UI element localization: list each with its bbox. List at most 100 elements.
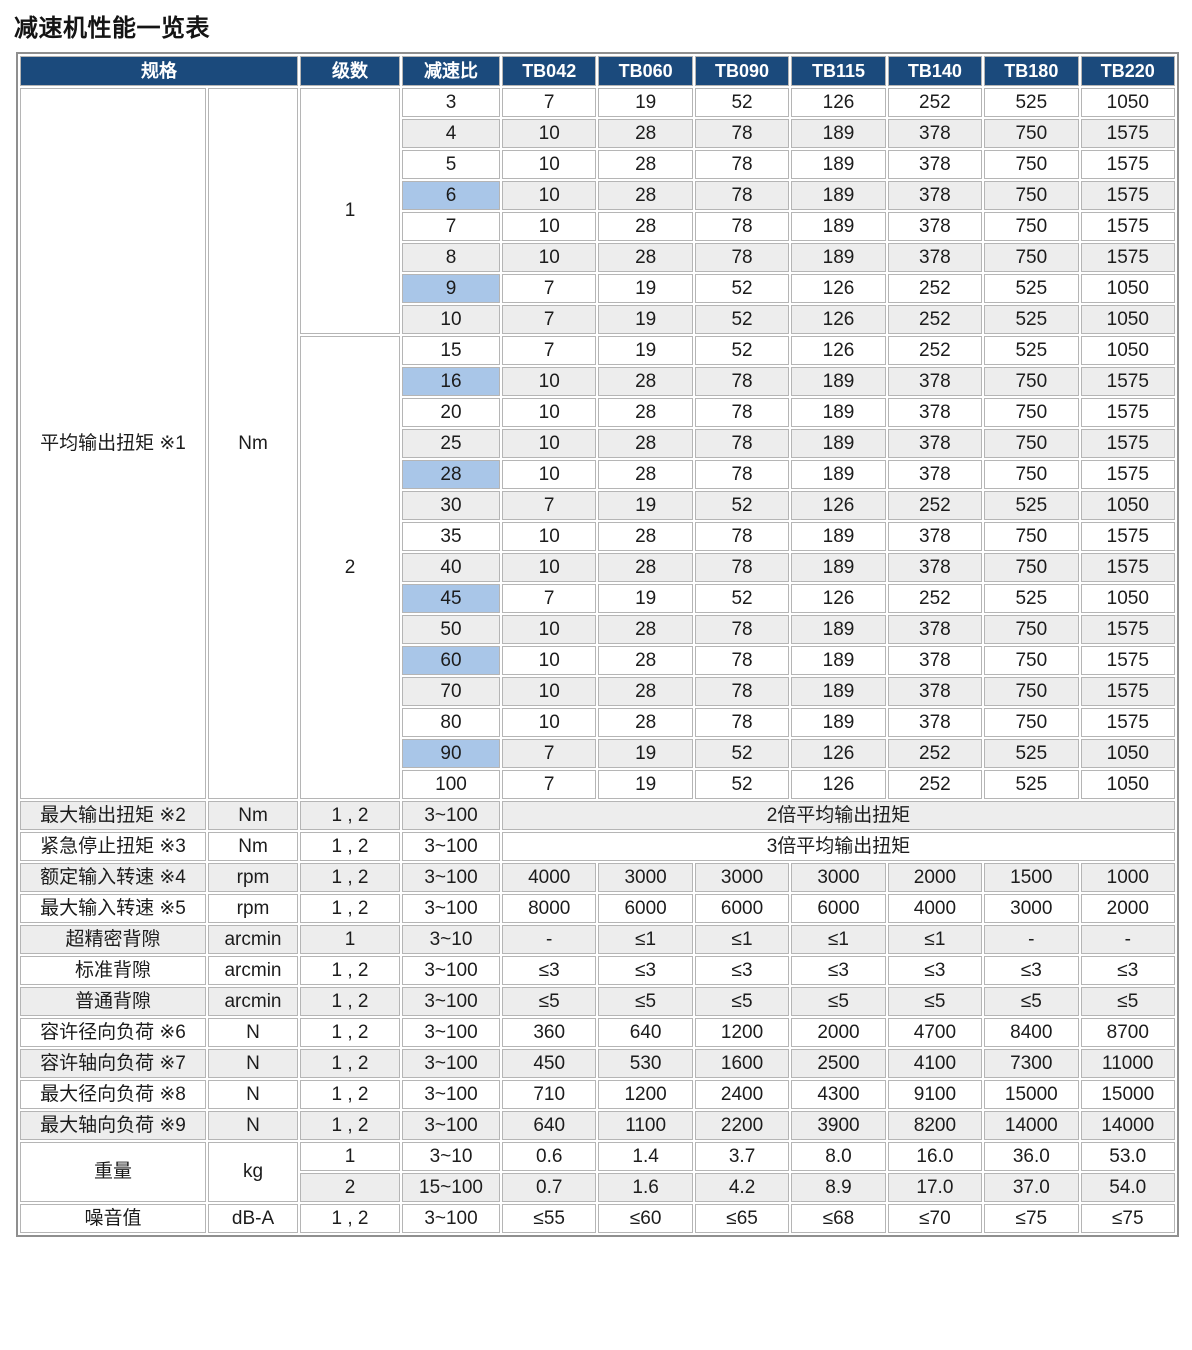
table-row: 6 10 28 78 189 378 750 1575 <box>20 181 1175 210</box>
value-cell: 7 <box>502 584 597 613</box>
row-label: 重量 <box>20 1142 206 1202</box>
value-cell: 252 <box>887 88 983 117</box>
stage-cell: 1 , 2 <box>300 863 400 892</box>
value-cell: 28 <box>598 150 693 179</box>
value-cell: 750 <box>984 367 1079 396</box>
value-cell: 52 <box>694 305 790 334</box>
value-cell: 750 <box>984 243 1079 272</box>
value-cell: 14000 <box>1080 1111 1175 1140</box>
value-cell: 78 <box>694 615 790 644</box>
value-cell: 525 <box>984 88 1079 117</box>
table-row: 60 10 28 78 189 378 750 1575 <box>20 646 1175 675</box>
value-cell: 378 <box>887 646 983 675</box>
row-label: 紧急停止扭矩 ※3 <box>20 832 206 861</box>
table-row: 额定输入转速 ※4 rpm 1 , 2 3~100 4000 3000 3000 3000 20… <box>20 863 1175 892</box>
ratio-cell: 3~100 <box>402 832 500 861</box>
value-cell: 4.2 <box>694 1173 790 1202</box>
table-row: 20 10 28 78 189 378 750 1575 <box>20 398 1175 427</box>
value-cell: ≤75 <box>984 1204 1079 1233</box>
value-cell: ≤3 <box>598 956 693 985</box>
unit-cell: arcmin <box>208 925 298 954</box>
value-cell: 19 <box>598 584 693 613</box>
table-row: 35 10 28 78 189 378 750 1575 <box>20 522 1175 551</box>
ratio-cell: 10 <box>402 305 500 334</box>
stage-cell: 1 <box>300 1142 400 1171</box>
unit-cell: N <box>208 1018 298 1047</box>
value-cell: ≤3 <box>984 956 1079 985</box>
value-cell: 640 <box>502 1111 597 1140</box>
value-cell: - <box>502 925 597 954</box>
value-cell: 360 <box>502 1018 597 1047</box>
value-cell: 36.0 <box>984 1142 1079 1171</box>
ratio-cell: 3~100 <box>402 1018 500 1047</box>
value-cell: 10 <box>502 646 597 675</box>
ratio-cell: 6 <box>402 181 500 210</box>
table-row: 30 7 19 52 126 252 525 1050 <box>20 491 1175 520</box>
value-cell: 525 <box>984 739 1079 768</box>
value-cell: 189 <box>791 677 886 706</box>
value-cell: ≤1 <box>887 925 983 954</box>
value-cell: 1575 <box>1080 646 1175 675</box>
value-cell: 11000 <box>1080 1049 1175 1078</box>
stage-cell: 1 , 2 <box>300 1018 400 1047</box>
stage-cell: 1 , 2 <box>300 987 400 1016</box>
value-cell: 1050 <box>1080 770 1175 799</box>
value-cell: 525 <box>984 336 1079 365</box>
value-cell: 19 <box>598 336 693 365</box>
stage-cell: 1 , 2 <box>300 801 400 830</box>
value-cell: 1600 <box>694 1049 790 1078</box>
value-cell: 6000 <box>694 894 790 923</box>
value-cell: 52 <box>694 88 790 117</box>
table-row: 100 7 19 52 126 252 525 1050 <box>20 770 1175 799</box>
value-cell: 2200 <box>694 1111 790 1140</box>
value-cell: 1575 <box>1080 460 1175 489</box>
stage-cell: 1 , 2 <box>300 894 400 923</box>
value-cell: 0.7 <box>502 1173 597 1202</box>
value-cell: 189 <box>791 243 886 272</box>
ratio-cell: 3 <box>402 88 500 117</box>
ratio-cell: 3~100 <box>402 863 500 892</box>
value-cell: 10 <box>502 181 597 210</box>
value-cell: 8000 <box>502 894 597 923</box>
value-cell: 378 <box>887 119 983 148</box>
value-cell: 7 <box>502 274 597 303</box>
value-cell: 15000 <box>984 1080 1079 1109</box>
value-cell: 378 <box>887 398 983 427</box>
table-row: 噪音值 dB-A 1 , 2 3~100 ≤55 ≤60 ≤65 ≤68 ≤70 ≤75 ≤75 <box>20 1204 1175 1233</box>
value-cell: 10 <box>502 243 597 272</box>
stage-cell: 1 , 2 <box>300 1204 400 1233</box>
table-row: 最大输出扭矩 ※2 Nm 1 , 2 3~100 2倍平均输出扭矩 <box>20 801 1175 830</box>
table-row: 紧急停止扭矩 ※3 Nm 1 , 2 3~100 3倍平均输出扭矩 <box>20 832 1175 861</box>
value-cell: 19 <box>598 770 693 799</box>
value-cell: 2000 <box>1080 894 1175 923</box>
table-body: 平均输出扭矩 ※1 Nm 1 3 7 19 52 126 252 525 1050 4 10 28 78 18… <box>20 88 1175 1233</box>
table-row: 5 10 28 78 189 378 750 1575 <box>20 150 1175 179</box>
ratio-cell: 3~100 <box>402 1080 500 1109</box>
value-cell: 126 <box>791 336 886 365</box>
ratio-cell: 50 <box>402 615 500 644</box>
value-cell: ≤5 <box>791 987 886 1016</box>
value-cell: 189 <box>791 522 886 551</box>
unit-cell: N <box>208 1111 298 1140</box>
value-cell: 126 <box>791 739 886 768</box>
ratio-cell: 35 <box>402 522 500 551</box>
value-cell: ≤1 <box>791 925 886 954</box>
value-cell: 4300 <box>791 1080 886 1109</box>
value-cell: ≤68 <box>791 1204 886 1233</box>
value-cell: 10 <box>502 150 597 179</box>
row-label: 平均输出扭矩 ※1 <box>20 88 206 799</box>
value-cell: 78 <box>694 677 790 706</box>
value-cell: 78 <box>694 429 790 458</box>
value-cell: 52 <box>694 491 790 520</box>
value-cell: 189 <box>791 150 886 179</box>
value-cell: 7 <box>502 88 597 117</box>
unit-cell: N <box>208 1049 298 1078</box>
value-cell: 6000 <box>598 894 693 923</box>
value-cell: 10 <box>502 212 597 241</box>
value-cell: 378 <box>887 522 983 551</box>
ratio-cell: 3~10 <box>402 925 500 954</box>
value-cell: 78 <box>694 522 790 551</box>
row-label: 容许径向负荷 ※6 <box>20 1018 206 1047</box>
value-cell: 1050 <box>1080 491 1175 520</box>
table-row: 最大径向负荷 ※8 N 1 , 2 3~100 710 1200 2400 4300 9100 1… <box>20 1080 1175 1109</box>
